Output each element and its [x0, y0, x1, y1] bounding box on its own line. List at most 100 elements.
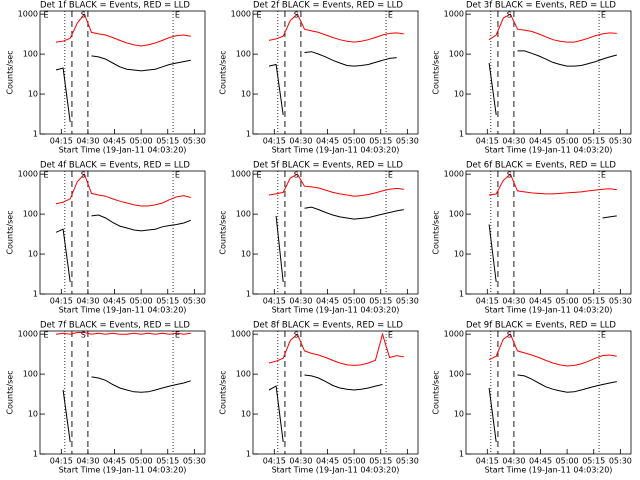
series-line — [268, 332, 404, 366]
annotation: S — [81, 11, 86, 20]
y-tick-label: 1 — [246, 450, 251, 459]
y-axis-label: Counts/sec — [432, 370, 441, 414]
x-tick-label: 04:45 — [316, 457, 339, 466]
x-tick-label: 05:30 — [183, 137, 206, 146]
x-tick-label: 04:30 — [502, 137, 525, 146]
y-tick-label: 10 — [28, 250, 38, 259]
y-tick-label: 10 — [241, 410, 251, 419]
x-axis-label: Start Time (19-Jan-11 04:03:20) — [485, 146, 613, 155]
annotation: S — [294, 171, 299, 180]
x-tick-label: 05:00 — [343, 297, 366, 306]
series-line — [55, 332, 191, 335]
y-tick-label: 100 — [23, 370, 38, 379]
y-axis-label: Counts/sec — [6, 370, 15, 414]
x-tick-label: 04:45 — [529, 137, 552, 146]
plot-frame — [252, 330, 419, 455]
y-tick-label: 100 — [449, 50, 464, 59]
x-tick-label: 04:15 — [476, 137, 499, 146]
x-tick-label: 05:15 — [582, 457, 605, 466]
annotation: E — [175, 11, 180, 20]
x-tick-label: 04:45 — [316, 297, 339, 306]
annotation: S — [294, 11, 299, 20]
y-tick-label: 1000 — [18, 330, 38, 339]
annotation: S — [507, 11, 512, 20]
annotation: S — [507, 171, 512, 180]
x-tick-label: 04:45 — [103, 457, 126, 466]
x-tick-label: 04:15 — [476, 297, 499, 306]
plot-frame — [39, 10, 206, 135]
x-tick-label: 05:00 — [130, 297, 153, 306]
x-tick-label: 05:30 — [396, 457, 419, 466]
y-axis-label: Counts/sec — [6, 50, 15, 94]
y-tick-label: 100 — [23, 210, 38, 219]
x-tick-label: 05:30 — [609, 137, 632, 146]
x-tick-label: 05:30 — [609, 457, 632, 466]
y-tick-label: 1 — [33, 450, 38, 459]
annotation: S — [507, 331, 512, 340]
x-tick-label: 05:15 — [369, 457, 392, 466]
x-tick-label: 04:30 — [289, 457, 312, 466]
x-tick-label: 04:30 — [502, 297, 525, 306]
x-tick-label: 05:15 — [582, 137, 605, 146]
x-tick-label: 05:15 — [156, 457, 179, 466]
x-tick-label: 04:15 — [50, 137, 73, 146]
x-tick-label: 04:30 — [76, 297, 99, 306]
y-axis-label: Counts/sec — [6, 210, 15, 254]
chart-title: Det 8f BLACK = Events, RED = LLD — [253, 321, 403, 331]
x-tick-label: 04:30 — [289, 137, 312, 146]
annotation: E — [601, 331, 606, 340]
x-tick-label: 04:45 — [103, 297, 126, 306]
y-axis-label: Counts/sec — [219, 50, 228, 94]
x-tick-label: 05:00 — [343, 137, 366, 146]
plot-frame — [252, 10, 419, 135]
series-line — [55, 214, 191, 283]
y-tick-label: 10 — [454, 410, 464, 419]
plot-frame — [465, 170, 632, 295]
annotation: E — [44, 11, 49, 20]
x-tick-label: 05:30 — [183, 457, 206, 466]
y-tick-label: 100 — [236, 210, 251, 219]
plot-frame — [252, 170, 419, 295]
x-tick-label: 04:15 — [476, 457, 499, 466]
y-tick-label: 1000 — [231, 330, 251, 339]
x-tick-label: 05:15 — [369, 297, 392, 306]
annotation: E — [44, 331, 49, 340]
x-tick-label: 05:30 — [183, 297, 206, 306]
chart-title: Det 9f BLACK = Events, RED = LLD — [466, 321, 616, 331]
x-tick-label: 05:00 — [343, 457, 366, 466]
y-tick-label: 10 — [241, 250, 251, 259]
annotation: E — [388, 331, 393, 340]
x-axis-label: Start Time (19-Jan-11 04:03:20) — [272, 306, 400, 315]
x-tick-label: 05:30 — [396, 297, 419, 306]
x-axis-label: Start Time (19-Jan-11 04:03:20) — [59, 306, 187, 315]
annotation: S — [294, 331, 299, 340]
y-tick-label: 1000 — [18, 170, 38, 179]
x-tick-label: 05:00 — [556, 297, 579, 306]
x-tick-label: 05:15 — [156, 137, 179, 146]
x-axis-label: Start Time (19-Jan-11 04:03:20) — [59, 466, 187, 475]
series-line — [489, 173, 617, 196]
annotation: E — [257, 171, 262, 180]
chart-title: Det 3f BLACK = Events, RED = LLD — [466, 1, 616, 11]
plot-frame — [39, 170, 206, 295]
x-tick-label: 04:30 — [502, 457, 525, 466]
series-line — [62, 376, 191, 443]
plot-frame — [39, 330, 206, 455]
y-tick-label: 1 — [246, 290, 251, 299]
y-tick-label: 1 — [33, 290, 38, 299]
y-tick-label: 100 — [236, 370, 251, 379]
annotation: E — [601, 171, 606, 180]
x-tick-label: 04:45 — [103, 137, 126, 146]
y-tick-label: 1000 — [444, 330, 464, 339]
y-tick-label: 100 — [23, 50, 38, 59]
x-axis-label: Start Time (19-Jan-11 04:03:20) — [485, 306, 613, 315]
x-tick-label: 04:45 — [316, 137, 339, 146]
y-axis-label: Counts/sec — [432, 50, 441, 94]
x-axis-label: Start Time (19-Jan-11 04:03:20) — [485, 466, 613, 475]
annotation: E — [388, 11, 393, 20]
y-tick-label: 10 — [28, 90, 38, 99]
annotation: E — [388, 171, 393, 180]
chart-title: Det 7f BLACK = Events, RED = LLD — [40, 321, 190, 331]
x-tick-label: 04:30 — [76, 137, 99, 146]
